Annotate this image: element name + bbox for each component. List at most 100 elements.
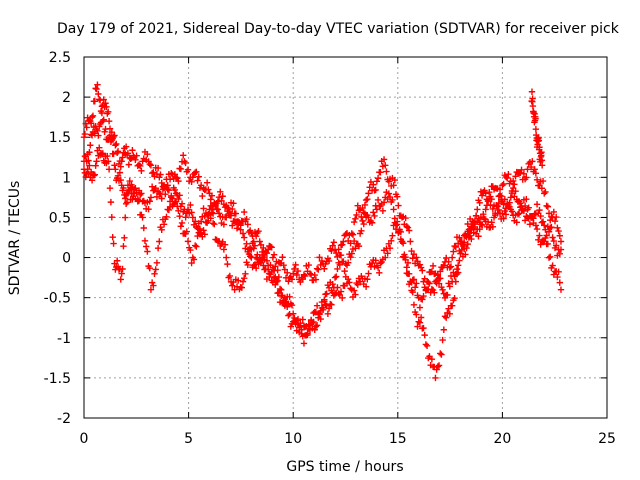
data-point: [105, 108, 112, 116]
data-point: [200, 227, 207, 234]
data-point: [463, 244, 470, 252]
data-point: [426, 280, 433, 287]
data-point: [512, 187, 519, 195]
data-point: [124, 182, 132, 189]
data-point: [188, 259, 195, 267]
data-point: [301, 272, 309, 280]
data-point: [191, 169, 199, 176]
data-point: [337, 251, 345, 259]
data-point: [91, 171, 98, 178]
data-point: [433, 366, 440, 373]
data-point: [108, 136, 115, 144]
data-point: [372, 257, 379, 264]
data-point: [533, 225, 541, 233]
data-point: [523, 196, 530, 203]
data-point: [205, 186, 212, 193]
data-point: [116, 169, 124, 176]
data-point: [111, 162, 118, 169]
data-point: [529, 95, 536, 102]
data-point: [462, 251, 469, 258]
data-point: [533, 176, 541, 184]
data-point: [445, 280, 452, 287]
data-point: [538, 162, 546, 169]
data-point: [263, 257, 271, 264]
data-point: [539, 218, 547, 225]
data-point: [304, 330, 311, 337]
data-point: [428, 355, 436, 363]
data-point: [235, 277, 242, 284]
data-point: [377, 260, 384, 267]
data-point: [133, 152, 140, 159]
data-point: [146, 198, 153, 205]
data-point: [194, 177, 201, 184]
data-point: [448, 254, 456, 261]
data-point: [556, 232, 563, 239]
data-point: [382, 162, 389, 169]
data-point: [409, 288, 416, 296]
data-point: [119, 265, 126, 273]
data-point: [312, 323, 320, 330]
data-point: [360, 209, 367, 216]
data-point: [503, 174, 511, 182]
data-point: [547, 253, 554, 261]
data-point: [313, 322, 321, 329]
data-point: [425, 279, 432, 286]
data-point: [152, 266, 159, 273]
data-point: [83, 124, 90, 131]
data-point: [337, 288, 345, 295]
y-tick-label: 1.5: [49, 130, 71, 146]
data-point: [329, 242, 336, 249]
data-point: [447, 263, 455, 270]
data-point: [188, 209, 195, 216]
data-point: [201, 231, 208, 238]
data-point: [278, 292, 285, 300]
x-tick-label: 15: [389, 431, 407, 447]
data-point: [361, 201, 369, 209]
data-point: [193, 243, 200, 250]
data-point: [300, 271, 308, 278]
data-point: [311, 271, 318, 279]
data-point: [390, 182, 397, 189]
data-point: [441, 313, 449, 320]
data-point: [148, 183, 156, 190]
data-point: [410, 301, 418, 308]
data-point: [513, 219, 520, 226]
data-point: [514, 211, 522, 218]
data-point: [380, 199, 388, 206]
data-point: [301, 323, 309, 331]
data-point: [404, 259, 412, 267]
data-point: [239, 230, 247, 237]
data-point: [165, 206, 173, 214]
data-point: [117, 163, 124, 170]
data-point: [150, 282, 157, 289]
data-point: [551, 217, 559, 225]
data-point: [239, 278, 247, 285]
data-marks: [80, 81, 565, 382]
data-point: [315, 266, 322, 273]
data-point: [384, 250, 391, 257]
data-point: [364, 195, 371, 203]
data-point: [523, 174, 530, 181]
data-point: [264, 266, 272, 273]
data-point: [448, 302, 456, 309]
data-point: [352, 215, 359, 223]
data-point: [414, 258, 421, 265]
data-point: [386, 244, 394, 252]
data-point: [353, 211, 360, 219]
data-point: [341, 267, 348, 275]
x-tick-label: 25: [598, 431, 616, 447]
data-point: [481, 187, 488, 194]
data-point: [174, 175, 181, 182]
data-point: [346, 279, 353, 286]
data-point: [255, 227, 262, 235]
y-tick-label: -1.5: [44, 371, 71, 387]
data-point: [305, 261, 312, 269]
data-point: [109, 233, 116, 241]
data-point: [288, 276, 296, 283]
data-point: [136, 191, 144, 199]
data-point: [324, 310, 332, 318]
data-point: [475, 233, 482, 240]
data-point: [451, 294, 458, 302]
data-point: [184, 238, 192, 245]
data-point: [511, 193, 518, 200]
